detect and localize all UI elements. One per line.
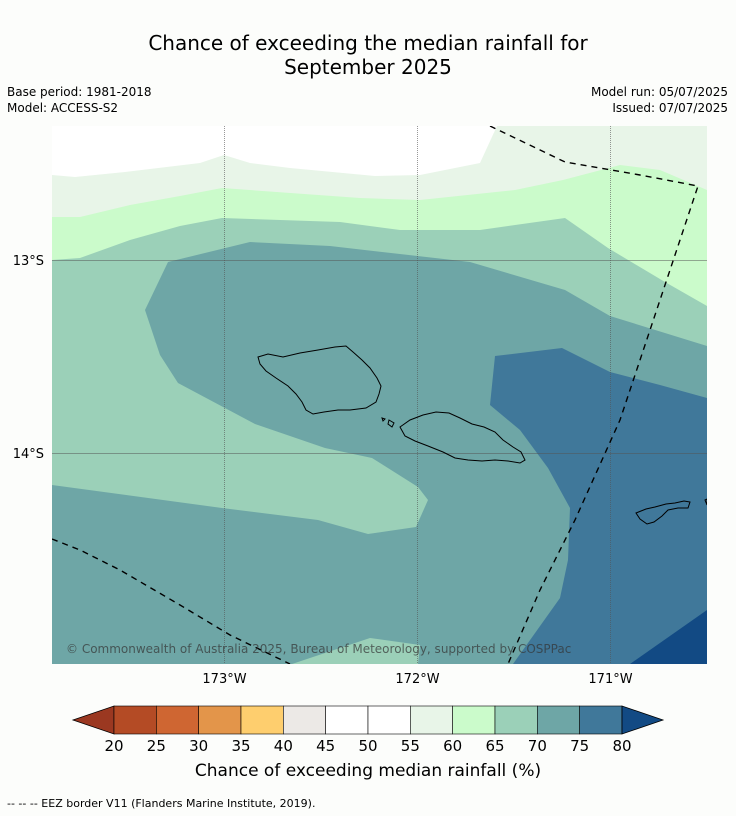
contour-65-70-bottom bbox=[292, 638, 420, 664]
colorbar-tick-label: 65 bbox=[485, 737, 505, 755]
issued-date: Issued: 07/07/2025 bbox=[612, 101, 728, 115]
colorbar-segment bbox=[156, 705, 199, 735]
colorbar-tick-label: 35 bbox=[231, 737, 251, 755]
model-name: Model: ACCESS-S2 bbox=[7, 101, 119, 115]
meta-left: Base period: 1981-2018 Model: ACCESS-S2 bbox=[7, 84, 152, 116]
lat-gridlines bbox=[52, 260, 707, 454]
eez-borders bbox=[52, 126, 699, 664]
island-tutuila bbox=[635, 500, 691, 525]
island-manono bbox=[387, 419, 395, 428]
colorbar-under-arrow bbox=[71, 705, 115, 735]
island-apolima bbox=[381, 417, 386, 422]
colorbar-segment bbox=[198, 705, 242, 735]
island-aunuu bbox=[704, 498, 707, 506]
island-savaii bbox=[257, 345, 382, 415]
map-area: © Commonwealth of Australia 2025, Bureau… bbox=[52, 126, 707, 664]
colorbar-over-arrow bbox=[621, 705, 665, 735]
colorbar-segment bbox=[325, 705, 369, 735]
colorbar-segment bbox=[579, 705, 623, 735]
island-upolu bbox=[399, 411, 526, 464]
lon-label-173w: 173°W bbox=[202, 672, 246, 687]
colorbar-label: Chance of exceeding median rainfall (%) bbox=[194, 761, 542, 781]
colorbar-tick-label: 50 bbox=[358, 737, 378, 755]
map-title: Chance of exceeding the median rainfall … bbox=[0, 31, 736, 79]
title-line-1: Chance of exceeding the median rainfall … bbox=[148, 31, 588, 55]
colorbar bbox=[71, 705, 665, 735]
colorbar-tick-label: 75 bbox=[570, 737, 590, 755]
eez-footnote: -- -- -- EEZ border V11 (Flanders Marine… bbox=[7, 797, 316, 810]
copyright-text: © Commonwealth of Australia 2025, Bureau… bbox=[66, 642, 571, 656]
colorbar-segment bbox=[410, 705, 453, 735]
colorbar-tick-label: 60 bbox=[443, 737, 463, 755]
island-outlines bbox=[257, 345, 707, 525]
contour-65-70-band bbox=[52, 126, 707, 534]
colorbar-tick-label: 40 bbox=[273, 737, 293, 755]
colorbar-tick-label: 55 bbox=[400, 737, 420, 755]
gridlines bbox=[224, 126, 611, 664]
colorbar-tick-label: 80 bbox=[612, 737, 632, 755]
model-run: Model run: 05/07/2025 bbox=[590, 85, 728, 99]
colorbar-segment bbox=[452, 705, 496, 735]
colorbar-segment bbox=[240, 705, 284, 735]
colorbar-tick-label: 20 bbox=[104, 737, 124, 755]
base-period: Base period: 1981-2018 bbox=[7, 85, 152, 99]
colorbar-segment bbox=[537, 705, 580, 735]
colorbar-tick-label: 25 bbox=[146, 737, 166, 755]
contour-50-55-band bbox=[52, 126, 497, 177]
colorbar-segment bbox=[283, 705, 326, 735]
colorbar-tick-label: 30 bbox=[189, 737, 209, 755]
lat-label-14s: 14°S bbox=[13, 447, 44, 462]
colorbar-tick-label: 70 bbox=[527, 737, 547, 755]
lon-label-171w: 171°W bbox=[588, 672, 632, 687]
colorbar-segment bbox=[367, 705, 411, 735]
meta-right: Model run: 05/07/2025 Issued: 07/07/2025 bbox=[591, 84, 728, 116]
colorbar-tick-label: 45 bbox=[316, 737, 336, 755]
colorbar-segment bbox=[113, 705, 157, 735]
contour-75-80-band bbox=[490, 348, 707, 664]
eez-border-south bbox=[52, 538, 291, 664]
contour-above-80-corner bbox=[630, 610, 707, 664]
lat-label-13s: 13°S bbox=[13, 254, 44, 269]
lon-label-172w: 172°W bbox=[395, 672, 439, 687]
colorbar-segment bbox=[494, 705, 538, 735]
title-line-2: September 2025 bbox=[284, 55, 452, 79]
